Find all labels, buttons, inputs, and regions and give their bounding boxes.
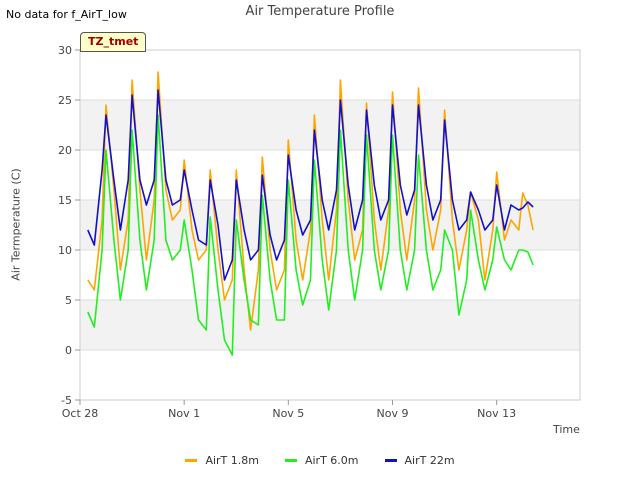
x-axis: Oct 28 Nov 1 Nov 5 Nov 9 Nov 13 xyxy=(62,400,516,420)
site-badge[interactable]: TZ_tmet xyxy=(80,32,147,52)
x-tick-label: Nov 1 xyxy=(168,407,200,420)
plot-frame xyxy=(79,49,581,401)
x-tick-label: Nov 13 xyxy=(477,407,516,420)
series-lines xyxy=(87,71,534,356)
no-data-notice: No data for f_AirT_low xyxy=(6,8,127,21)
y-tick-label: -5 xyxy=(61,394,72,407)
legend: AirT 1.8m AirT 6.0m AirT 22m xyxy=(0,454,640,467)
plot-band xyxy=(80,300,580,350)
legend-item-airt-1-8m[interactable]: AirT 1.8m xyxy=(185,454,259,467)
y-axis-label: Air Termperature (C) xyxy=(9,168,23,281)
y-tick-label: 20 xyxy=(58,144,72,157)
legend-label: AirT 22m xyxy=(404,454,455,467)
y-tick-label: 5 xyxy=(65,294,72,307)
y-tick-label: 30 xyxy=(58,44,72,57)
legend-swatch-orange xyxy=(185,459,198,462)
y-tick-label: 25 xyxy=(58,94,72,107)
x-tick-label: Nov 5 xyxy=(272,407,304,420)
y-tick-label: 10 xyxy=(58,244,72,257)
y-tick-label: 15 xyxy=(58,194,72,207)
series-line-1 xyxy=(87,114,534,356)
legend-swatch-blue xyxy=(384,459,397,462)
legend-label: AirT 1.8m xyxy=(205,454,259,467)
x-tick-label: Nov 9 xyxy=(377,407,409,420)
y-axis: -5 0 5 10 15 20 25 30 xyxy=(58,44,80,407)
legend-label: AirT 6.0m xyxy=(304,454,359,467)
plot-band xyxy=(80,100,580,150)
legend-item-airt-22m[interactable]: AirT 22m xyxy=(384,454,455,467)
chart-title: Air Temperature Profile xyxy=(245,4,395,19)
legend-swatch-green xyxy=(284,459,297,462)
series-line-2 xyxy=(87,89,534,281)
x-axis-label: Time xyxy=(553,423,580,436)
x-tick-label: Oct 28 xyxy=(62,407,99,420)
legend-item-airt-6-0m[interactable]: AirT 6.0m xyxy=(284,454,359,467)
y-tick-label: 0 xyxy=(65,344,72,357)
